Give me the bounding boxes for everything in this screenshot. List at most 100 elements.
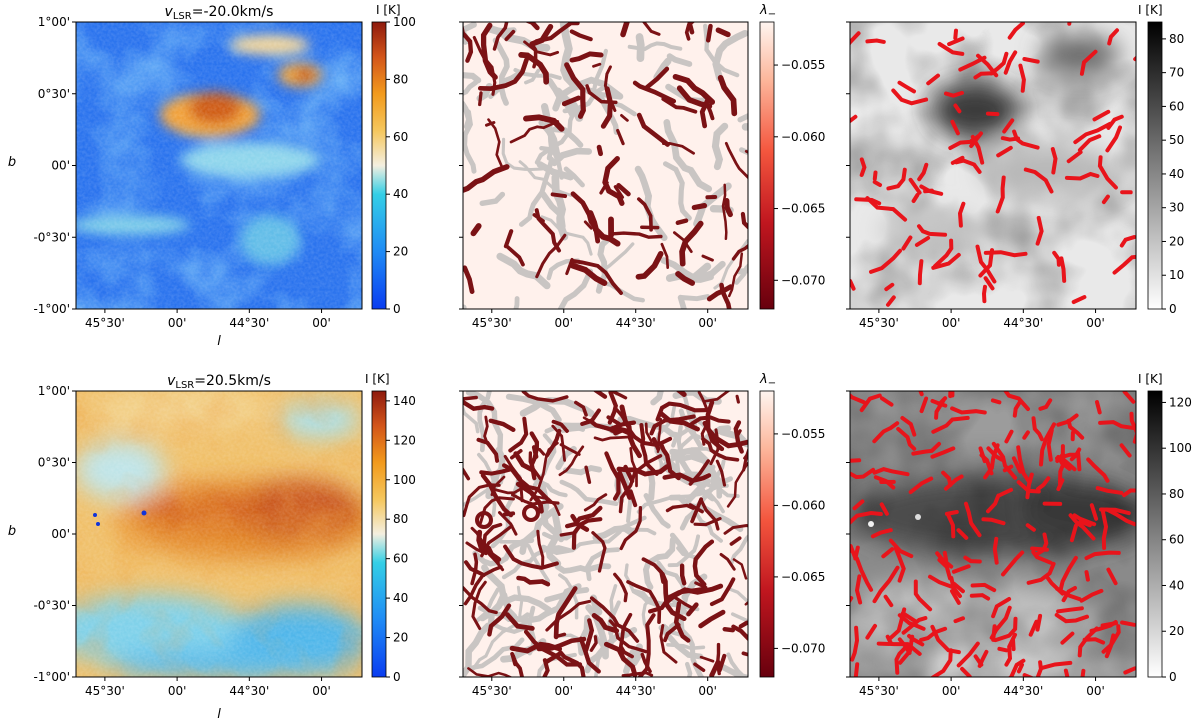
filament [1026, 561, 1056, 585]
filament [589, 596, 640, 643]
colorbar-tick-label: 40 [393, 187, 408, 201]
colorbar-tick-label: 40 [393, 591, 408, 605]
colorbar-tick-label: 120 [1169, 395, 1192, 409]
filament [1100, 509, 1109, 550]
filament [876, 641, 922, 656]
filament [1035, 660, 1043, 677]
filament [1122, 391, 1136, 404]
filament [917, 224, 948, 237]
filament [1001, 550, 1025, 577]
filament [608, 619, 648, 654]
filament [663, 119, 713, 193]
filament [859, 393, 882, 413]
filament [488, 418, 516, 432]
filament [937, 557, 952, 581]
y-tick-label: -0°30' [33, 230, 70, 244]
filament [1058, 555, 1078, 591]
filament [865, 196, 908, 222]
filament [687, 22, 695, 35]
filament [1046, 428, 1054, 462]
filament [1050, 147, 1058, 175]
x-tick-label: 00' [698, 684, 717, 698]
filament [637, 197, 653, 232]
filament [727, 587, 748, 604]
filament [850, 31, 861, 46]
filament [880, 396, 894, 407]
colorbar-tick-label: 20 [393, 245, 408, 259]
filament [717, 653, 727, 673]
filament [609, 231, 663, 239]
filament [569, 29, 593, 42]
colorbar-tick-label: −0.070 [781, 273, 825, 287]
filament [1082, 637, 1106, 645]
filament [534, 100, 577, 165]
filament [935, 551, 954, 569]
filament [583, 618, 595, 653]
filament [1022, 430, 1030, 440]
x-tick-label: 00' [1086, 684, 1105, 698]
filament [678, 616, 705, 677]
filament [493, 485, 526, 495]
filament [587, 210, 621, 247]
filament [692, 539, 715, 587]
filament [550, 192, 568, 199]
filament [602, 156, 625, 206]
filament [975, 244, 997, 284]
filament [997, 487, 1014, 498]
filament [1028, 619, 1039, 637]
colorbar-tick-label: 80 [1169, 487, 1184, 501]
filament [1068, 513, 1096, 541]
filament [488, 69, 525, 99]
filament [870, 528, 893, 539]
filament [727, 252, 744, 298]
filament [691, 203, 708, 211]
filament [547, 530, 622, 556]
filament [887, 607, 907, 642]
filament [1064, 171, 1100, 181]
colorbar-row1-intensity [371, 21, 387, 310]
filament [505, 393, 562, 423]
filament [852, 499, 865, 511]
x-tick-label: 45°30' [472, 316, 512, 330]
filament [564, 62, 586, 119]
filament [675, 271, 696, 286]
filament [930, 446, 956, 459]
filament [908, 476, 934, 495]
filament [701, 254, 714, 262]
filament [613, 572, 628, 603]
filament [1080, 668, 1086, 677]
filament [888, 538, 914, 559]
filament [865, 38, 886, 44]
filament [1098, 420, 1136, 431]
filament [471, 580, 487, 630]
x-tick-label: 00' [312, 684, 331, 698]
filament [950, 119, 960, 136]
filament [1061, 457, 1077, 472]
filament [1058, 452, 1065, 486]
filament [1084, 570, 1090, 582]
filament [715, 642, 721, 676]
filament [930, 648, 953, 677]
filament [463, 395, 478, 401]
filament [914, 235, 931, 247]
filament [607, 391, 618, 425]
filament [592, 391, 608, 399]
colorbar-row2-intensity [371, 390, 387, 678]
x-tick-label: 44°30' [1003, 316, 1043, 330]
filament [660, 242, 670, 270]
filament [731, 624, 748, 642]
colorbar-ticks-row1-intensity: 0 20 40 60 80 100 [386, 15, 416, 316]
filament [693, 517, 722, 527]
filament [551, 419, 569, 433]
filament [724, 198, 733, 218]
y-tick-label: -1°00' [33, 302, 70, 316]
filament [1012, 400, 1022, 418]
filament [718, 428, 748, 448]
filament [545, 599, 592, 632]
filament [699, 655, 715, 663]
filament [719, 553, 736, 571]
filament [540, 215, 593, 256]
filament [505, 612, 535, 631]
filament [1119, 443, 1132, 458]
colorbar-tick-label: 120 [393, 433, 416, 447]
